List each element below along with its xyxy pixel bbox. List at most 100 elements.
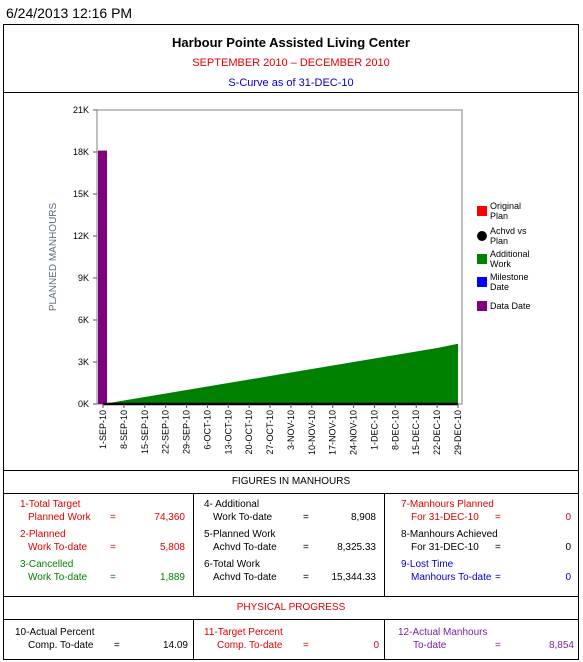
physical-label: 12-Actual Manhours bbox=[398, 627, 488, 638]
legend-label: Additional bbox=[490, 249, 530, 259]
figure-cell: 4- Additional Work To-date = 8,908 bbox=[193, 499, 384, 529]
physical-label: 10-Actual Percent bbox=[15, 627, 95, 638]
figure-value: 15,344.33 bbox=[331, 572, 377, 583]
figure-value: 0 bbox=[565, 542, 571, 553]
figure-equals: = bbox=[110, 512, 116, 523]
figure-cell: 1-Total Target Planned Work = 74,360 bbox=[4, 499, 193, 529]
figure-cell: 8-Manhours Achieved For 31-DEC-10 = 0 bbox=[385, 529, 579, 559]
additional-work-area bbox=[103, 343, 458, 404]
y-tick-label: 15K bbox=[73, 189, 89, 199]
physical-label: 11-Target Percent bbox=[204, 627, 283, 638]
physical-equals: = bbox=[114, 640, 120, 651]
x-tick-label: 10-NOV-10 bbox=[307, 410, 317, 455]
physical-value: 14.09 bbox=[162, 640, 188, 651]
physical-sublabel: Comp. To-date bbox=[217, 640, 283, 651]
figure-cell: 3-Cancelled Work To-date = 1,889 bbox=[4, 559, 193, 589]
figures-grid: 1-Total Target Planned Work = 74,360 2-Plann… bbox=[4, 494, 578, 597]
x-tick-label: 17-NOV-10 bbox=[328, 410, 338, 455]
x-tick-label: 8-DEC-10 bbox=[390, 410, 400, 450]
figure-equals: = bbox=[110, 572, 116, 583]
legend-label: Original bbox=[490, 201, 521, 211]
figure-label: 4- Additional bbox=[204, 499, 260, 510]
x-tick-label: 29-SEP-10 bbox=[182, 410, 192, 454]
data-date-bar bbox=[98, 150, 107, 404]
figure-sublabel: Manhours To-date bbox=[411, 572, 492, 583]
y-tick-label: 0K bbox=[78, 399, 89, 409]
figure-sublabel: For 31-DEC-10 bbox=[411, 512, 479, 523]
x-tick-label: 22-SEP-10 bbox=[161, 410, 171, 454]
physical-sublabel: Comp. To-date bbox=[28, 640, 94, 651]
scurve-caption: S-Curve as of 31-DEC-10 bbox=[228, 77, 354, 89]
figure-value: 8,325.33 bbox=[337, 542, 376, 553]
physical-value: 0 bbox=[373, 640, 379, 651]
figure-sublabel: Planned Work bbox=[28, 512, 91, 523]
figure-label: 1-Total Target bbox=[20, 499, 81, 510]
report-title: Harbour Pointe Assisted Living Center bbox=[172, 35, 410, 50]
legend-label: Data Date bbox=[490, 301, 531, 311]
physical-item: 10-Actual Percent Comp. To-date = 14.09 bbox=[4, 620, 194, 660]
figure-value: 0 bbox=[565, 572, 571, 583]
report-timestamp: 6/24/2013 12:16 PM bbox=[6, 5, 133, 21]
figure-label: 6-Total Work bbox=[204, 559, 260, 570]
figure-label: 3-Cancelled bbox=[20, 559, 74, 570]
figure-label: 5-Planned Work bbox=[204, 529, 276, 540]
figure-cell: 2-Planned Work To-date = 5,808 bbox=[4, 529, 193, 559]
y-tick-label: 6K bbox=[78, 315, 89, 325]
report-frame: Harbour Pointe Assisted Living Center SE… bbox=[3, 24, 579, 660]
x-tick-label: 24-NOV-10 bbox=[349, 410, 359, 455]
physical-equals: = bbox=[495, 640, 501, 651]
figure-sublabel: For 31-DEC-10 bbox=[411, 542, 479, 553]
figure-sublabel: Work To-date bbox=[28, 572, 88, 583]
figure-cell: 9-Lost Time Manhours To-date = 0 bbox=[385, 559, 579, 589]
figure-value: 1,889 bbox=[159, 572, 185, 583]
legend-label: Date bbox=[490, 282, 509, 292]
physical-sublabel: To-date bbox=[413, 640, 447, 651]
x-tick-label: 13-OCT-10 bbox=[223, 410, 233, 455]
scurve-chart: 0K 3K 6K 9K 12K 15K 18K 21K PLANNED MANHOURS 1-SE… bbox=[48, 105, 531, 455]
figure-label: 8-Manhours Achieved bbox=[401, 529, 498, 540]
chart-area: 0K 3K 6K 9K 12K 15K 18K 21K PLANNED MANHOURS 1-SE… bbox=[4, 92, 578, 471]
legend-label: Achvd vs bbox=[490, 226, 527, 236]
x-tick-label: 1-SEP-10 bbox=[98, 410, 108, 449]
legend-label: Work bbox=[490, 259, 511, 269]
figure-cell: 7-Manhours Planned For 31-DEC-10 = 0 bbox=[385, 499, 579, 529]
physical-progress-title: PHYSICAL PROGRESS bbox=[4, 597, 578, 620]
physical-item: 12-Actual Manhours To-date = 8,854 bbox=[385, 620, 579, 660]
physical-equals: = bbox=[303, 640, 309, 651]
x-tick-label: 15-SEP-10 bbox=[140, 410, 150, 454]
figure-sublabel: Achvd To-date bbox=[213, 572, 277, 583]
x-tick-label: 20-OCT-10 bbox=[244, 410, 254, 455]
figure-label: 7-Manhours Planned bbox=[401, 499, 494, 510]
figure-value: 8,908 bbox=[350, 512, 376, 523]
legend-swatch bbox=[477, 206, 487, 216]
figure-equals: = bbox=[110, 542, 116, 553]
figure-value: 74,360 bbox=[154, 512, 185, 523]
y-tick-label: 12K bbox=[73, 231, 89, 241]
figures-column-3: 7-Manhours Planned For 31-DEC-10 = 0 8-Manho… bbox=[385, 494, 579, 596]
legend-swatch bbox=[477, 254, 487, 264]
physical-item: 11-Target Percent Comp. To-date = 0 bbox=[193, 620, 385, 660]
figure-label: 2-Planned bbox=[20, 529, 66, 540]
report-header: Harbour Pointe Assisted Living Center SE… bbox=[4, 25, 578, 93]
figure-sublabel: Work To-date bbox=[213, 512, 273, 523]
legend-label: Plan bbox=[490, 211, 508, 221]
figure-value: 0 bbox=[565, 512, 571, 523]
x-tick-label: 27-OCT-10 bbox=[265, 410, 275, 455]
x-tick-label: 22-DEC-10 bbox=[432, 410, 442, 455]
figure-equals: = bbox=[495, 542, 501, 553]
y-tick-label: 21K bbox=[73, 105, 89, 115]
figure-equals: = bbox=[495, 572, 501, 583]
figure-equals: = bbox=[303, 572, 309, 583]
report-period: SEPTEMBER 2010 – DECEMBER 2010 bbox=[192, 57, 390, 69]
x-tick-label: 1-DEC-10 bbox=[369, 410, 379, 450]
figure-value: 5,808 bbox=[159, 542, 185, 553]
y-tick-label: 18K bbox=[73, 147, 89, 157]
figure-equals: = bbox=[495, 512, 501, 523]
legend-swatch bbox=[477, 231, 487, 241]
figures-column-2: 4- Additional Work To-date = 8,908 5-Planned… bbox=[193, 494, 385, 596]
figures-column-1: 1-Total Target Planned Work = 74,360 2-Plann… bbox=[4, 494, 194, 596]
